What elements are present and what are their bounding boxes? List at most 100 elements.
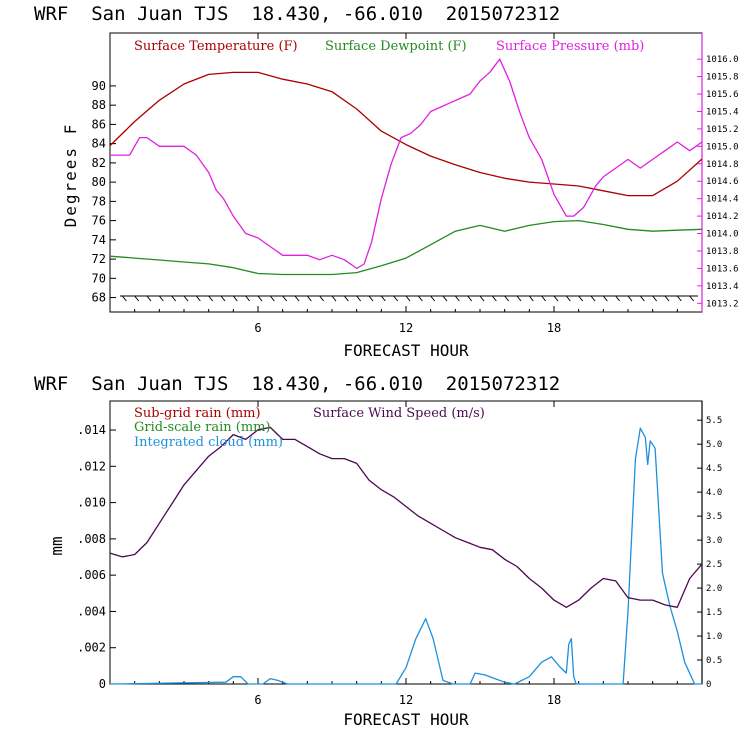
series-line-3 (109, 426, 703, 608)
wind-barb-icon (479, 295, 485, 302)
wind-barb-icon (528, 295, 534, 302)
y-tick-label: .008 (77, 532, 106, 546)
y-tick-label: 72 (92, 252, 106, 266)
y2-tick-label: 1.0 (706, 632, 722, 642)
wind-barb-icon (615, 295, 621, 302)
y-tick-label: 68 (92, 291, 106, 305)
y-tick-label: .014 (77, 423, 106, 437)
wind-barb-icon (417, 295, 423, 302)
wind-barb-icon (454, 295, 460, 302)
series-line-1 (109, 219, 703, 276)
y2-tick-label: 1014.6 (706, 177, 739, 187)
y2-tick-label: 4.0 (706, 488, 722, 498)
x-tick-label: 18 (547, 693, 561, 707)
wind-barb-icon (578, 295, 584, 302)
y-tick-label: .006 (77, 568, 106, 582)
bottom-plot-area: 0 .002 .004 .006 .008 .010 .012 .014 6 12 18 0 0.5 1.… (77, 400, 722, 707)
y-tick-label: 88 (92, 98, 106, 112)
wind-barb-icon (602, 295, 608, 302)
legend-entry: Surface Pressure (mb) (496, 39, 644, 54)
y2-tick-label: 1013.2 (706, 299, 739, 309)
wind-barb-icon (220, 295, 226, 302)
y2-tick-label: 1013.4 (706, 282, 739, 292)
y-tick-label: 84 (92, 137, 106, 151)
x-tick-label: 6 (254, 321, 261, 335)
y-tick-label: 0 (99, 677, 106, 691)
wind-barb-icon (676, 295, 682, 302)
y2-tick-label: 1015.6 (706, 90, 739, 100)
wind-barb-icon (504, 295, 510, 302)
y2-tick-label: 1.5 (706, 608, 722, 618)
wind-barb-icon (134, 295, 140, 302)
wind-barb-icon (269, 295, 275, 302)
wind-barb-icon (639, 295, 645, 302)
top-y-axis-label: Degrees F (61, 123, 80, 228)
y2-tick-label: 1014.8 (706, 160, 739, 170)
wind-barb-icon (319, 295, 325, 302)
wind-barb-icon (183, 295, 189, 302)
wind-barb-icon (121, 295, 127, 302)
y2-tick-label: 1015.2 (706, 125, 739, 135)
y2-tick-label: 2.5 (706, 560, 722, 570)
y2-tick-label: 1013.8 (706, 247, 739, 257)
wind-barb-icon (516, 295, 522, 302)
wind-barb-icon (306, 295, 312, 302)
y2-tick-label: 1014.4 (706, 195, 739, 205)
wind-barb-icon (208, 295, 214, 302)
y2-tick-label: 0 (706, 680, 711, 690)
wind-barb-icon (405, 295, 411, 302)
y-tick-label: .004 (77, 604, 106, 618)
plot-frame (109, 32, 703, 313)
wind-barb-icon (343, 295, 349, 302)
wind-barb-icon (442, 295, 448, 302)
wind-barb-icon (356, 295, 362, 302)
wind-barb-icon (491, 295, 497, 302)
y2-tick-label: 4.5 (706, 464, 722, 474)
wind-barb-icon (257, 295, 263, 302)
y2-tick-label: 1015.0 (706, 142, 739, 152)
wind-barb-icon (393, 295, 399, 302)
wind-barb-icon (232, 295, 238, 302)
y2-tick-label: 1016.0 (706, 55, 739, 65)
x-tick-label: 12 (399, 321, 413, 335)
top-x-axis-label: FORECAST HOUR (343, 341, 469, 360)
wind-barb-icon (553, 295, 559, 302)
y2-tick-label: 3.5 (706, 512, 722, 522)
wind-barb-icon (195, 295, 201, 302)
x-tick-label: 18 (547, 321, 561, 335)
top-plot-area: 68 70 72 74 76 78 80 82 84 86 88 90 6 12 18 1013.2 1013.… (92, 32, 739, 335)
wind-barb-icon (565, 295, 571, 302)
y-tick-label: 82 (92, 156, 106, 170)
y-tick-label: 80 (92, 175, 106, 189)
wind-barb-icon (590, 295, 596, 302)
y2-tick-label: 0.5 (706, 656, 722, 666)
y2-tick-label: 1013.6 (706, 264, 739, 274)
y-tick-label: 78 (92, 194, 106, 208)
wind-barb-icon (294, 295, 300, 302)
bottom-y-axis-label: mm (47, 536, 66, 555)
x-tick-label: 12 (399, 693, 413, 707)
y2-tick-label: 1014.0 (706, 230, 739, 240)
y2-tick-label: 1015.4 (706, 107, 739, 117)
y-tick-label: .012 (77, 459, 106, 473)
legend-entry: Grid-scale rain (mm) (134, 420, 271, 435)
wind-barb-icon (430, 295, 436, 302)
y2-tick-label: 5.5 (706, 416, 722, 426)
wind-barb-icon (158, 295, 164, 302)
wind-barb-icon (171, 295, 177, 302)
wind-barb-icon (380, 295, 386, 302)
wind-barb-icon (146, 295, 152, 302)
wind-barb-icon (627, 295, 633, 302)
bottom-chart-title: WRF San Juan TJS 18.430, -66.010 2015072… (34, 373, 560, 395)
legend-entry: Surface Temperature (F) (134, 39, 298, 54)
y2-tick-label: 5.0 (706, 440, 722, 450)
wind-barb-icon (282, 295, 288, 302)
legend-entry: Integrated cloud (mm) (134, 435, 283, 450)
wind-barb-icon (467, 295, 473, 302)
wind-barb-icon (331, 295, 337, 302)
y-tick-label: 86 (92, 117, 106, 131)
series-line-2 (110, 58, 703, 270)
y-tick-label: .002 (77, 641, 106, 655)
wind-barb-row (120, 295, 698, 302)
